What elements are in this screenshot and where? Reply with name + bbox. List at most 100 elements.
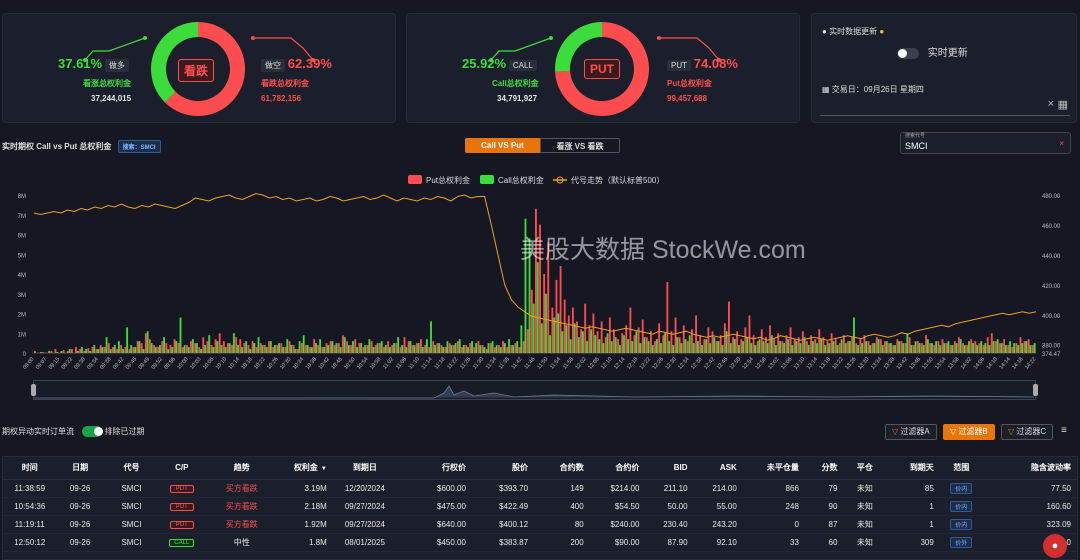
call-bar bbox=[105, 337, 108, 353]
column-header[interactable]: 代号 bbox=[103, 457, 160, 480]
call-bar bbox=[775, 345, 777, 353]
zoom-slider[interactable] bbox=[31, 380, 1038, 400]
symbol-search-value[interactable]: SMCI bbox=[905, 141, 928, 151]
realtime-toggle[interactable] bbox=[897, 47, 919, 59]
column-header[interactable]: 趋势 bbox=[204, 457, 280, 480]
put-bar bbox=[641, 319, 644, 353]
call-bar bbox=[208, 335, 211, 353]
table-cell: 价外 bbox=[939, 533, 983, 552]
sort-desc-icon[interactable]: ▼ bbox=[320, 466, 327, 473]
column-header[interactable]: 权利金 ▼ bbox=[279, 457, 333, 480]
call-bar bbox=[557, 313, 560, 353]
column-header[interactable]: 合约数 bbox=[534, 457, 590, 480]
filter-c-button[interactable]: ▽ 过滤器C bbox=[1001, 424, 1054, 440]
cp-badge: PUT bbox=[169, 521, 194, 529]
filter-a-button[interactable]: ▽ 过滤器A bbox=[885, 424, 937, 440]
put-bar bbox=[424, 345, 426, 353]
call-bar bbox=[980, 341, 983, 353]
table-row[interactable]: 11:19:11 09-26 SMCI PUT 买方看跌 1.92M 09/27/2024 $… bbox=[3, 515, 1077, 534]
call-bar bbox=[290, 345, 293, 353]
zoom-handle-left[interactable] bbox=[31, 384, 36, 396]
chat-icon[interactable]: ● bbox=[1043, 534, 1067, 558]
zoom-handle-right[interactable] bbox=[1033, 384, 1038, 396]
table-cell: 09-26 bbox=[56, 515, 104, 534]
table-row[interactable]: 10:54:36 09-26 SMCI PUT 买方看跌 2.18M 09/27/2024 $… bbox=[3, 497, 1077, 516]
put-bar bbox=[181, 347, 184, 353]
call-bar bbox=[844, 343, 847, 353]
column-header[interactable]: BID bbox=[645, 457, 694, 480]
tab-bull-vs-bear[interactable]: 看涨 VS 看跌 bbox=[540, 138, 620, 153]
exclude-expired-toggle[interactable] bbox=[82, 426, 104, 438]
call-bar bbox=[931, 343, 933, 353]
column-header[interactable]: 时间 bbox=[3, 457, 57, 480]
table-row[interactable]: 12:50:12 09-26 SMCI CALL 中性 1.8M 08/01/2025 $45… bbox=[3, 533, 1077, 552]
column-header[interactable]: 股价 bbox=[471, 457, 535, 480]
put-bar bbox=[403, 337, 406, 353]
table-cell: 92.10 bbox=[693, 533, 743, 552]
column-header[interactable]: 隐含波动率 bbox=[982, 457, 1077, 480]
call-bar bbox=[676, 337, 679, 353]
column-header[interactable]: 未平仓量 bbox=[742, 457, 805, 480]
info-icon[interactable]: ● bbox=[879, 27, 885, 36]
call-bar bbox=[573, 323, 576, 353]
symbol-search-field[interactable]: 搜索代号 SMCI × bbox=[900, 132, 1071, 154]
call-bar bbox=[779, 341, 781, 353]
column-header[interactable]: 合约价 bbox=[589, 457, 646, 480]
column-header[interactable]: 到期天 bbox=[886, 457, 940, 480]
column-header[interactable]: 范围 bbox=[939, 457, 983, 480]
tab-call-vs-put[interactable]: Call VS Put bbox=[465, 138, 540, 153]
put-bar bbox=[42, 352, 45, 353]
stock-center-label: 看跌 bbox=[178, 59, 215, 82]
put-bar bbox=[469, 343, 472, 353]
date-field[interactable]: ▦ 交易日：09月26日 星期四 × ▦ bbox=[820, 82, 1070, 116]
clear-icon[interactable]: × bbox=[1047, 98, 1054, 110]
table-cell: 55.00 bbox=[693, 497, 743, 516]
put-bar bbox=[153, 345, 155, 353]
call-bar bbox=[356, 347, 359, 353]
x-tick-label: 12:54 bbox=[741, 356, 754, 370]
column-header[interactable]: C/P bbox=[159, 457, 205, 480]
put-bar bbox=[210, 345, 213, 353]
put-bar bbox=[567, 315, 570, 353]
call-bar bbox=[766, 343, 769, 353]
calendar-picker-icon[interactable]: ▦ bbox=[1057, 99, 1068, 111]
put-bar bbox=[506, 347, 509, 353]
call-bar bbox=[672, 345, 675, 353]
x-tick-label: 10:18 bbox=[240, 356, 253, 370]
call-bar bbox=[126, 327, 129, 353]
call-bar bbox=[524, 218, 527, 353]
column-header[interactable]: 分数 bbox=[804, 457, 844, 480]
menu-icon[interactable]: ≡ bbox=[1061, 425, 1067, 436]
x-tick-label: 10:10 bbox=[215, 356, 228, 370]
put-bar bbox=[448, 343, 451, 353]
x-tick-label: 12:42 bbox=[703, 356, 716, 370]
table-cell: 160.60 bbox=[982, 497, 1077, 516]
column-header[interactable]: ASK bbox=[693, 457, 743, 480]
put-bar bbox=[703, 339, 706, 353]
table-row[interactable]: 11:38:59 09-26 SMCI PUT 买方看跌 3.19M 12/20/2024 $… bbox=[3, 479, 1077, 498]
call-bar bbox=[762, 341, 765, 353]
call-bar bbox=[191, 339, 194, 353]
table-cell: 149 bbox=[534, 479, 590, 498]
call-bar bbox=[60, 351, 63, 353]
column-header[interactable]: 平仓 bbox=[843, 457, 887, 480]
put-percent: 74.08% bbox=[693, 56, 738, 71]
table-cell: CALL bbox=[159, 533, 205, 552]
table-cell: $422.49 bbox=[471, 497, 535, 516]
search-clear-icon[interactable]: × bbox=[1059, 139, 1064, 148]
filter-b-button[interactable]: ▽ 过滤器B bbox=[943, 424, 995, 440]
call-bar bbox=[926, 339, 929, 353]
table-cell: 买方看跌 bbox=[204, 479, 280, 498]
column-header[interactable]: 到期日 bbox=[332, 457, 397, 480]
call-bar bbox=[553, 317, 556, 353]
call-bar bbox=[561, 331, 564, 353]
put-bar bbox=[748, 315, 751, 353]
column-header[interactable]: 行权价 bbox=[397, 457, 472, 480]
bull-trend-line bbox=[83, 36, 147, 62]
call-bar bbox=[93, 345, 96, 353]
call-label: Call总权利金 bbox=[492, 79, 539, 88]
table-cell: 1.8M bbox=[279, 533, 333, 552]
column-header[interactable]: 日期 bbox=[56, 457, 104, 480]
x-tick-label: 13:42 bbox=[896, 356, 909, 370]
put-bar bbox=[925, 335, 927, 353]
